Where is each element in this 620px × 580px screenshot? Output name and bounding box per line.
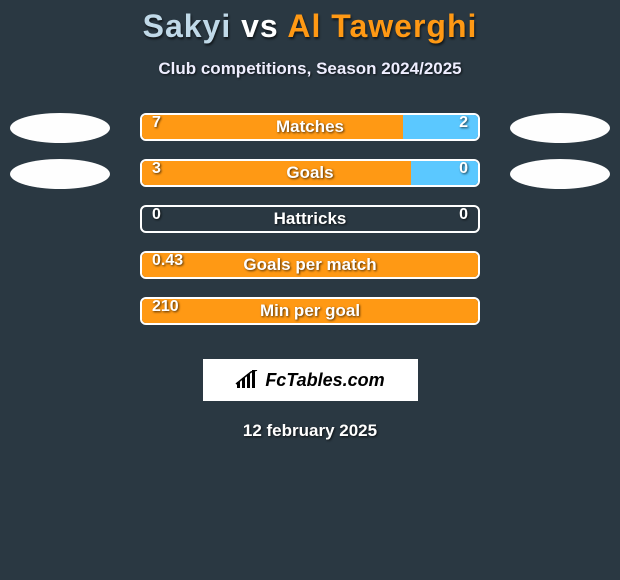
- comparison-infographic: Sakyi vs Al Tawerghi Club competitions, …: [0, 0, 620, 441]
- chart-icon: [235, 370, 259, 390]
- player1-ellipse: [10, 113, 110, 143]
- player2-bar-segment: [403, 115, 478, 139]
- player2-name: Al Tawerghi: [287, 8, 477, 44]
- stat-bar-track: Min per goal: [140, 297, 480, 325]
- player2-ellipse: [510, 159, 610, 189]
- page-title: Sakyi vs Al Tawerghi: [0, 8, 620, 45]
- stat-row: Matches72: [0, 109, 620, 155]
- stats-rows: Matches72Goals30Hattricks00Goals per mat…: [0, 109, 620, 339]
- stat-row: Goals30: [0, 155, 620, 201]
- player1-bar-segment: [142, 253, 478, 277]
- player1-ellipse: [10, 159, 110, 189]
- player2-ellipse: [510, 113, 610, 143]
- stat-bar-track: Matches: [140, 113, 480, 141]
- stat-bar-track: Goals per match: [140, 251, 480, 279]
- date: 12 february 2025: [0, 421, 620, 441]
- player2-bar-segment: [411, 161, 478, 185]
- player1-bar-segment: [142, 299, 478, 323]
- logo-text: FcTables.com: [265, 370, 384, 391]
- logo-box: FcTables.com: [203, 359, 418, 401]
- stat-row: Hattricks00: [0, 201, 620, 247]
- vs-text: vs: [241, 8, 279, 44]
- stat-bar-track: Goals: [140, 159, 480, 187]
- player1-bar-segment: [142, 115, 403, 139]
- subtitle: Club competitions, Season 2024/2025: [0, 59, 620, 79]
- player1-bar-segment: [142, 161, 411, 185]
- stat-row: Goals per match0.43: [0, 247, 620, 293]
- stat-bar-track: Hattricks: [140, 205, 480, 233]
- stat-row: Min per goal210: [0, 293, 620, 339]
- stat-label: Hattricks: [142, 207, 478, 231]
- player1-name: Sakyi: [143, 8, 232, 44]
